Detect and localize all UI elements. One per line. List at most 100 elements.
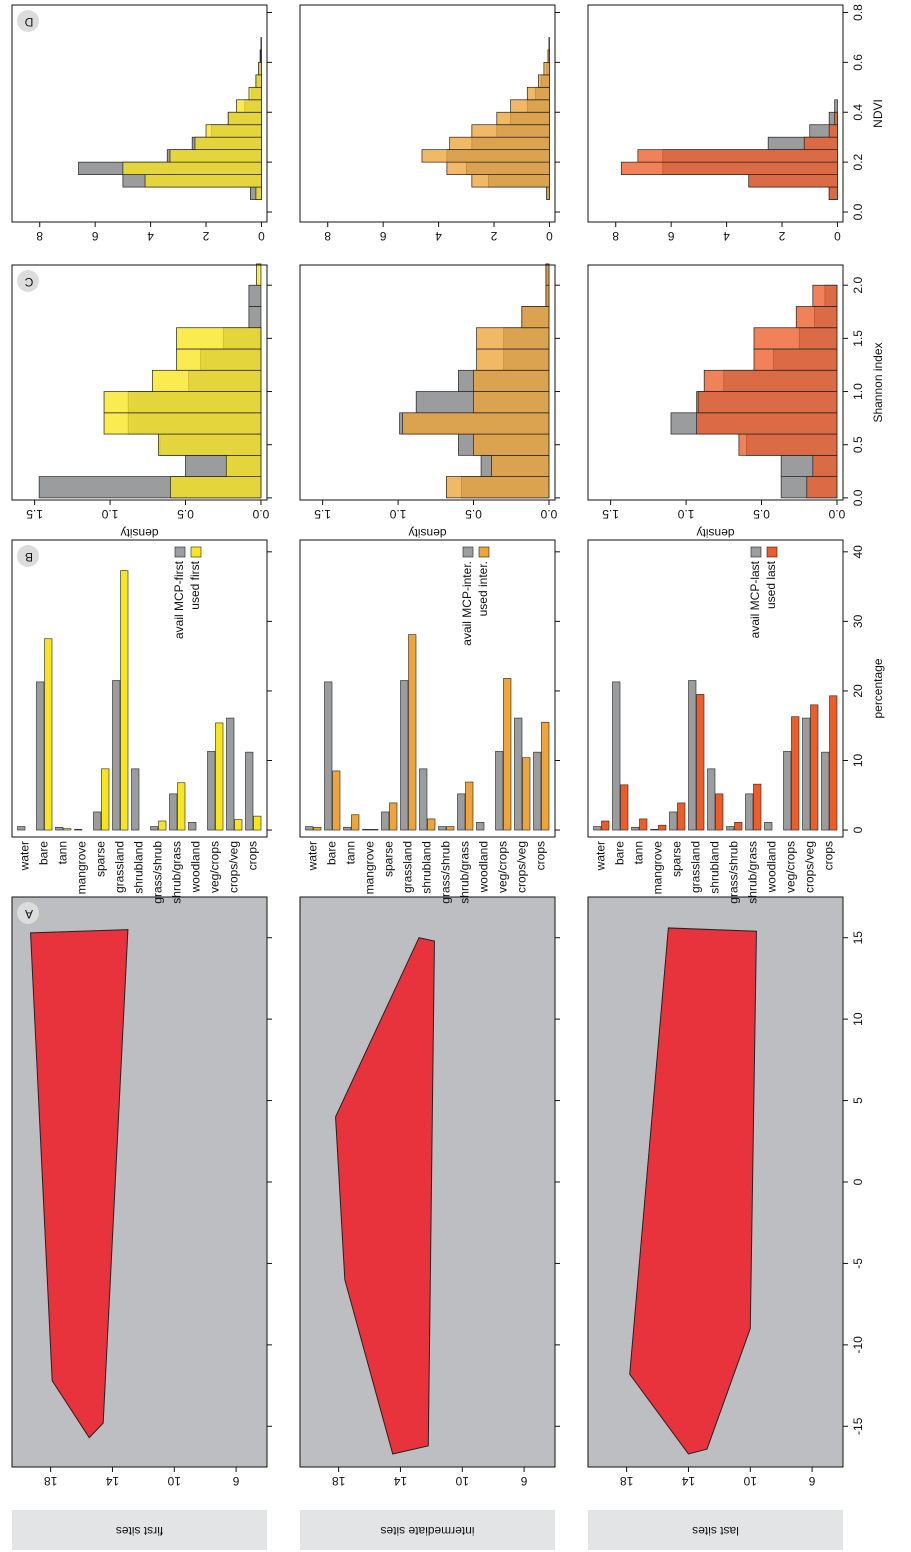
x-tick-label: 1.0	[851, 383, 865, 400]
bar	[234, 819, 243, 831]
row-label: intermediate sites	[380, 1524, 474, 1538]
hist-bar	[828, 186, 838, 200]
y-tick-label: 4	[147, 229, 154, 243]
category-label: veg/crops	[784, 841, 798, 893]
bar	[381, 811, 390, 831]
bar	[408, 634, 417, 831]
category-label: veg/crops	[496, 841, 510, 893]
bar	[810, 704, 819, 831]
x-tick-label: 10	[851, 753, 865, 767]
hist-bar	[547, 49, 550, 63]
category-label: grass/shrub	[727, 841, 741, 904]
hist-bar	[510, 99, 550, 113]
category-label: tann	[344, 841, 358, 864]
x-tick-label: 0	[851, 1178, 865, 1185]
panel-badge	[17, 10, 39, 32]
bar	[715, 793, 724, 831]
bar	[631, 826, 640, 831]
legend-swatch	[190, 546, 202, 558]
bar	[177, 782, 186, 831]
bar	[188, 822, 197, 831]
bar	[495, 751, 504, 831]
row-label-box	[300, 1510, 555, 1550]
y-axis-label: density	[120, 526, 158, 540]
y-axis-label: density	[696, 526, 734, 540]
bar	[101, 768, 110, 831]
y-tick-label: 8	[324, 229, 331, 243]
category-label: crops	[246, 841, 260, 870]
y-tick-label: 4	[723, 229, 730, 243]
hist-bar	[491, 454, 550, 477]
bar	[169, 793, 178, 831]
y-tick-label: 14	[681, 1474, 695, 1488]
hist-bar	[828, 124, 838, 138]
bar	[829, 695, 838, 831]
bar	[503, 678, 512, 831]
bar	[707, 768, 716, 831]
legend-swatch	[766, 546, 778, 558]
hist-bar	[473, 369, 550, 392]
y-tick-label: 0.5	[177, 507, 194, 521]
hist-bar	[545, 284, 550, 307]
bar	[734, 822, 743, 831]
hist-bar	[753, 327, 838, 350]
x-tick-label: 5	[851, 1097, 865, 1104]
y-tick-label: 10	[455, 1474, 469, 1488]
hist-bar	[260, 37, 262, 51]
y-tick-label: 18	[332, 1474, 346, 1488]
x-tick-label: 0.4	[851, 104, 865, 121]
bar	[753, 783, 762, 831]
x-tick-label: 0	[851, 826, 865, 833]
y-tick-label: 1.5	[314, 507, 331, 521]
bar	[215, 722, 224, 831]
category-label: crops/veg	[227, 841, 241, 893]
hist-bar	[473, 391, 550, 414]
category-label: shrub/grass	[746, 841, 760, 904]
category-label: sparse	[670, 841, 684, 877]
category-label: shrub/grass	[458, 841, 472, 904]
panel-badge	[17, 545, 39, 567]
hist-bar	[471, 174, 550, 188]
y-tick-label: 1.0	[677, 507, 694, 521]
bar	[63, 828, 72, 831]
hist-bar	[476, 348, 550, 371]
hist-bar	[176, 327, 262, 350]
x-tick-label: 20	[851, 684, 865, 698]
hist-bar	[538, 74, 550, 88]
category-label: bare	[325, 841, 339, 865]
bar	[17, 826, 26, 831]
category-label: shrub/grass	[170, 841, 184, 904]
category-label: grassland	[401, 841, 415, 893]
bar	[593, 826, 602, 831]
x-tick-label: -15	[851, 1417, 865, 1435]
hist-bar	[545, 263, 550, 286]
y-tick-label: 2	[778, 229, 785, 243]
hist-bar	[151, 369, 262, 392]
mcp-polygon	[335, 937, 435, 1455]
hist-bar	[543, 62, 550, 76]
category-label: woodland	[477, 841, 491, 893]
category-label: shrubland	[132, 841, 146, 894]
frame	[11, 4, 268, 223]
x-axis-label: percentage	[871, 658, 885, 718]
bar	[36, 681, 45, 831]
bar	[370, 829, 379, 831]
x-tick-label: 30	[851, 614, 865, 628]
hist-bar	[255, 74, 262, 88]
category-label: bare	[37, 841, 51, 865]
hist-bar	[795, 306, 838, 329]
bar	[514, 717, 523, 831]
panel-badge	[17, 902, 39, 924]
hist-bar	[446, 161, 550, 175]
legend-swatch	[462, 546, 474, 558]
hist-bar	[546, 186, 550, 200]
bar	[541, 721, 550, 831]
hist-bar	[521, 306, 550, 329]
y-tick-label: 0.5	[753, 507, 770, 521]
hist-bar	[248, 306, 262, 329]
bar	[669, 811, 678, 831]
bar	[677, 802, 686, 831]
bar	[620, 784, 629, 831]
bar	[305, 826, 314, 831]
